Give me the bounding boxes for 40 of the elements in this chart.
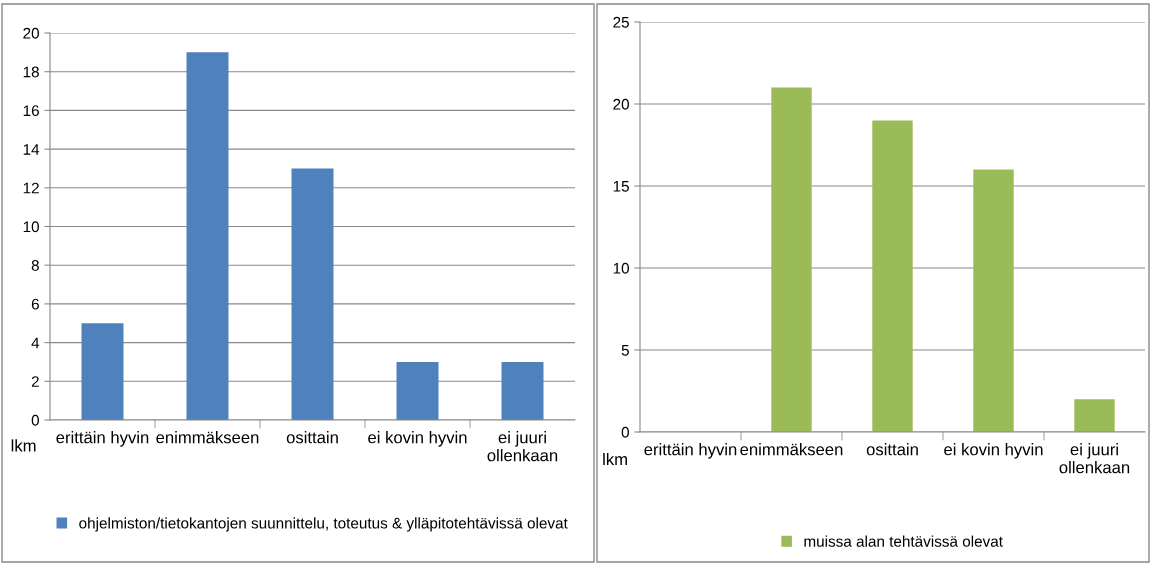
bar <box>186 52 229 420</box>
legend-label: muissa alan tehtävissä olevat <box>804 535 1003 547</box>
y-tick-label: 14 <box>23 144 40 155</box>
y-tick-label: 0 <box>621 426 629 438</box>
y-tick-label: 4 <box>31 337 40 349</box>
y-tick-label: 2 <box>31 376 39 387</box>
y-tick-label: 20 <box>23 27 39 39</box>
x-tick-label: enimmäkseen <box>156 431 259 444</box>
y-tick-label: 18 <box>23 66 39 78</box>
bar <box>1074 399 1115 432</box>
y-tick-label: 8 <box>31 260 39 271</box>
bar <box>973 169 1014 432</box>
legend-label: ohjelmiston/tietokantojen suunnittelu, toteutus & ylläpitotehtävissä olevat <box>79 517 568 532</box>
y-axis-title: lkm <box>11 439 36 452</box>
x-tick-label: osittain <box>286 431 338 444</box>
x-tick-label: ei juuri ollenkaan <box>1059 443 1130 474</box>
bar <box>396 361 439 420</box>
y-tick-label: 15 <box>613 181 629 192</box>
x-tick-label: ei kovin hyvin <box>368 431 467 447</box>
y-tick-label: 20 <box>613 98 629 110</box>
x-tick-label: erittäin hyvin <box>56 431 149 447</box>
y-axis-title: lkm <box>603 452 627 466</box>
y-tick-label: 10 <box>23 221 39 233</box>
y-tick-label: 25 <box>613 16 629 28</box>
bar <box>291 168 334 420</box>
y-tick-label: 12 <box>23 182 39 194</box>
x-tick-label: osittain <box>866 443 918 456</box>
y-tick-label: 10 <box>613 262 629 274</box>
x-tick-label: erittäin hyvin <box>644 443 737 459</box>
y-tick-label: 6 <box>31 298 39 310</box>
x-tick-label: ei kovin hyvin <box>944 443 1043 459</box>
bar <box>872 120 913 432</box>
bar <box>501 361 544 420</box>
bar <box>771 87 812 432</box>
y-tick-label: 5 <box>621 345 629 356</box>
y-tick-label: 0 <box>31 414 39 426</box>
x-tick-label: enimmäkseen <box>740 443 843 456</box>
y-tick-label: 16 <box>23 105 39 117</box>
bar <box>81 323 124 420</box>
x-tick-label: ei juuri ollenkaan <box>487 431 558 462</box>
